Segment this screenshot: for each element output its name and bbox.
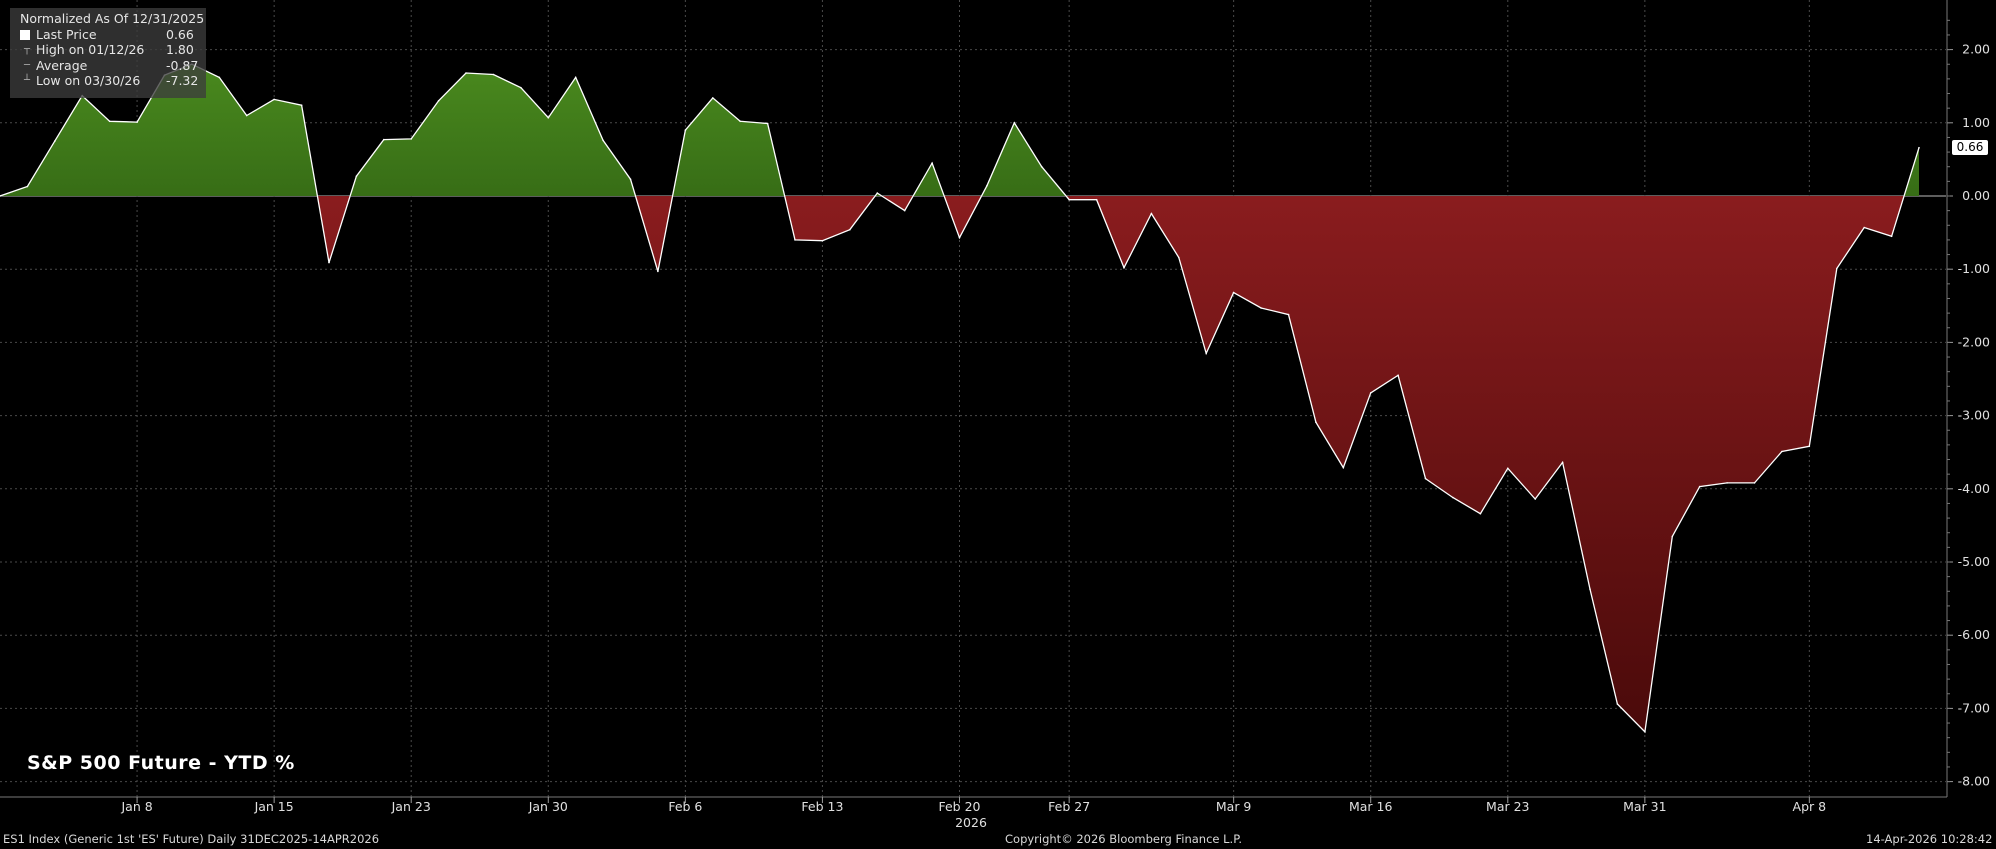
x-tick-label: Mar 16 — [1349, 799, 1393, 814]
y-tick-label: -2.00 — [1958, 334, 1990, 349]
y-tick-label: -6.00 — [1958, 627, 1990, 642]
legend-value: 1.80 — [166, 42, 194, 57]
x-tick-label: Feb 27 — [1048, 799, 1090, 814]
last-price-tag: 0.66 — [1952, 140, 1988, 155]
x-tick-label: Mar 23 — [1486, 799, 1529, 814]
high-marker-icon: ┬ — [24, 44, 31, 55]
series-line — [0, 63, 1920, 734]
negative-area — [0, 196, 1919, 732]
y-tick-label: -3.00 — [1958, 408, 1990, 423]
y-tick-label: 1.00 — [1962, 115, 1990, 130]
x-tick-label: Jan 15 — [254, 799, 294, 814]
y-tick-label: 2.00 — [1962, 42, 1990, 57]
y-tick-label: -7.00 — [1958, 700, 1990, 715]
white-square-icon — [20, 29, 30, 40]
x-tick-label: Apr 8 — [1793, 799, 1827, 814]
legend-header: Normalized As Of 12/31/2025 — [20, 11, 205, 26]
legend-row-average: ─ Average -0.87 — [20, 58, 206, 74]
legend-value: -7.32 — [166, 73, 199, 88]
x-tick-label: Feb 13 — [801, 799, 843, 814]
legend-row-low: ┴ Low on 03/30/26 -7.32 — [20, 73, 206, 89]
legend-value: -0.87 — [166, 57, 199, 73]
chart-title: S&P 500 Future - YTD % — [27, 752, 295, 774]
legend-box: Normalized As Of 12/31/2025 Last Price 0… — [10, 8, 206, 98]
x-tick-label: Feb 6 — [668, 799, 702, 814]
x-tick-label: Jan 23 — [391, 799, 431, 814]
footer-center: Copyright© 2026 Bloomberg Finance L.P. — [1005, 832, 1242, 846]
y-tick-label: -1.00 — [1958, 261, 1990, 276]
legend-row-last-price: Last Price 0.66 — [20, 27, 206, 43]
positive-area — [0, 64, 1919, 196]
x-axis-year-label: 2026 — [955, 815, 987, 830]
legend-label: High on 01/12/26 — [36, 42, 145, 57]
legend-label: Average — [36, 57, 88, 73]
low-marker-icon: ┴ — [24, 75, 31, 86]
footer-right: 14-Apr-2026 10:28:42 — [1866, 832, 1993, 846]
y-axis-ticks: 2.00 1.00 0.00 -1.00 -2.00 -3.00 -4.00 -5.00 -6.… — [1947, 19, 1990, 789]
x-tick-label: Mar 31 — [1623, 799, 1666, 814]
legend-label: Last Price — [36, 26, 97, 42]
y-tick-label: -4.00 — [1958, 481, 1990, 496]
average-marker-icon: ─ — [24, 59, 31, 71]
legend-row-high: ┬ High on 01/12/26 1.80 — [20, 42, 206, 58]
y-tick-label: -5.00 — [1958, 554, 1990, 569]
x-tick-label: Mar 9 — [1216, 799, 1252, 814]
x-tick-label: Feb 20 — [938, 799, 980, 814]
legend-label: Low on 03/30/26 — [36, 73, 141, 88]
legend-value: 0.66 — [166, 26, 194, 42]
x-axis-ticks: Jan 8 Jan 15 Jan 23 Jan 30 Feb 6 Feb 13 Feb 20… — [120, 797, 1826, 814]
footer-left: ES1 Index (Generic 1st 'ES' Future) Dail… — [3, 832, 380, 846]
y-tick-label: 0.00 — [1962, 188, 1990, 203]
x-tick-label: Jan 8 — [120, 799, 152, 814]
y-tick-label: -8.00 — [1958, 774, 1990, 789]
x-tick-label: Jan 30 — [528, 799, 568, 814]
